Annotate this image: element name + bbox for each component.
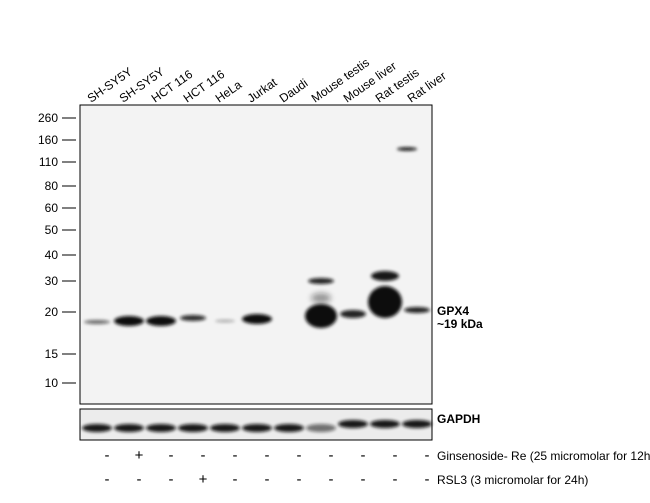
band <box>311 293 331 303</box>
treatment-sign: - <box>361 471 366 488</box>
marker-label: 60 <box>45 201 59 215</box>
band <box>146 316 176 326</box>
treatment-sign: - <box>297 447 302 464</box>
treatment-sign: - <box>137 471 142 488</box>
treatment-sign: - <box>297 471 302 488</box>
band <box>397 147 417 151</box>
band <box>340 310 366 318</box>
treatment-label: RSL3 (3 micromolar for 24h) <box>437 473 588 487</box>
marker-label: 260 <box>38 111 58 125</box>
treatment-sign: - <box>169 471 174 488</box>
marker-label: 80 <box>45 179 59 193</box>
treatment-sign: - <box>425 447 430 464</box>
treatment-sign: - <box>169 447 174 464</box>
band <box>305 304 337 328</box>
treatment-sign: - <box>329 471 334 488</box>
band <box>82 424 112 432</box>
band <box>338 420 368 428</box>
treatment-sign: + <box>135 447 144 464</box>
treatment-sign: - <box>393 471 398 488</box>
treatment-label: Ginsenoside- Re (25 micromolar for 12h) <box>437 449 650 463</box>
treatment-sign: - <box>201 447 206 464</box>
band <box>306 424 336 432</box>
treatment-sign: - <box>105 471 110 488</box>
band <box>368 286 402 318</box>
marker-label: 160 <box>38 133 58 147</box>
marker-label: 20 <box>45 305 59 319</box>
treatment-sign: - <box>105 447 110 464</box>
band <box>114 424 144 432</box>
treatment-sign: - <box>425 471 430 488</box>
treatment-sign: - <box>393 447 398 464</box>
marker-label: 40 <box>45 248 59 262</box>
marker-label: 15 <box>45 347 59 361</box>
lane-label: Daudi <box>277 76 311 105</box>
lane-label: Jurkat <box>245 75 280 106</box>
blot-panel <box>79 104 433 405</box>
marker-label: 110 <box>39 155 58 169</box>
band <box>242 424 272 432</box>
marker-label: 10 <box>45 376 59 390</box>
target-name: GPX4 <box>437 304 469 318</box>
band <box>215 319 235 323</box>
band <box>402 420 432 428</box>
treatment-sign: - <box>265 471 270 488</box>
treatment-sign: + <box>199 471 208 488</box>
band <box>178 424 208 432</box>
loading-control-label: GAPDH <box>437 412 480 426</box>
treatment-sign: - <box>361 447 366 464</box>
treatment-sign: - <box>233 447 238 464</box>
band <box>404 307 430 313</box>
band <box>371 271 399 281</box>
marker-label: 50 <box>45 223 59 237</box>
bands <box>82 147 432 432</box>
band <box>370 420 400 428</box>
treatment-sign: - <box>329 447 334 464</box>
band <box>146 424 176 432</box>
band <box>84 320 110 324</box>
target-size: ~19 kDa <box>437 317 483 331</box>
treatment-sign: - <box>233 471 238 488</box>
treatment-sign: - <box>265 447 270 464</box>
band <box>180 315 206 321</box>
band <box>210 424 240 432</box>
band <box>274 424 304 432</box>
band <box>242 314 272 324</box>
band <box>114 316 144 326</box>
marker-label: 30 <box>45 274 59 288</box>
band <box>308 278 334 284</box>
